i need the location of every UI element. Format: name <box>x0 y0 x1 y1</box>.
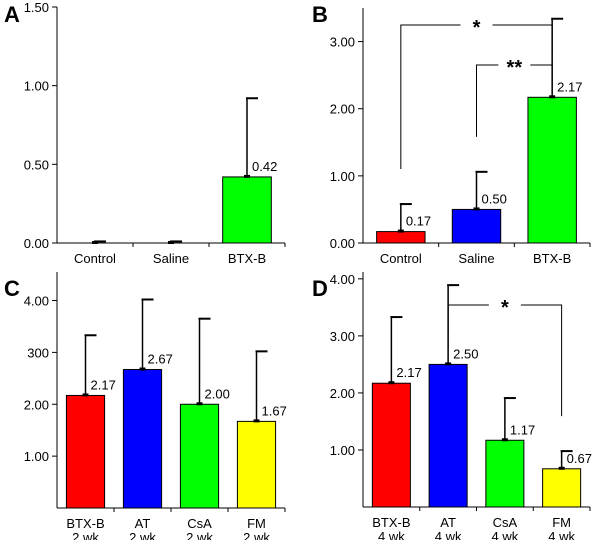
x-tick-label: FM 4 wk <box>548 515 575 540</box>
panel-letter: A <box>4 2 20 27</box>
y-tick-label: 4.00 <box>330 272 355 287</box>
significance-label: * <box>473 17 481 39</box>
value-label: 1.67 <box>262 403 287 418</box>
bar <box>451 208 502 244</box>
y-tick-label: 300 <box>27 345 49 360</box>
panel-letter: C <box>4 276 20 301</box>
y-tick-label: 1.50 <box>24 0 49 15</box>
value-label: 2.17 <box>91 377 116 392</box>
y-tick-label: 0.00 <box>24 236 49 251</box>
mean-cap <box>196 402 203 406</box>
y-tick-label: 2.00 <box>330 386 355 401</box>
x-tick-label: Control <box>380 251 422 266</box>
x-tick-label: Control <box>74 251 116 266</box>
panel: A 0.00 0.50 1.00 1.50 Control Saline 0.42 BTX-B <box>4 0 286 266</box>
bar <box>222 176 272 244</box>
bar <box>428 363 468 508</box>
bar <box>236 420 277 509</box>
mean-cap <box>558 466 565 470</box>
y-tick-label: 2.00 <box>24 397 49 412</box>
bar <box>376 231 426 244</box>
significance-bracket <box>400 24 553 170</box>
y-tick-label: 3.00 <box>330 35 355 50</box>
x-tick-label: Saline <box>458 251 494 266</box>
x-tick-label: BTX-B <box>228 251 266 266</box>
panel: D 1.00 2.00 3.00 4.00 2.17 BTX-B 4 wk 2.50 AT 4 wk… <box>312 272 592 540</box>
bar <box>371 382 411 508</box>
mean-cap <box>139 367 146 371</box>
bar <box>542 468 582 508</box>
x-tick-label: CsA 4 wk <box>492 515 519 540</box>
y-tick-label: 1.00 <box>24 449 49 464</box>
x-tick-label: FM 2 wk <box>243 516 270 540</box>
y-tick-label: 2.00 <box>330 102 355 117</box>
mean-cap <box>82 393 89 397</box>
panel: B 0.00 1.00 2.00 3.00 0.17 Control 0.50 Saline 2.… <box>312 2 591 266</box>
value-label: 0.17 <box>406 214 431 229</box>
y-tick-label: 0.00 <box>330 236 355 251</box>
value-label: 2.17 <box>557 79 582 94</box>
bar <box>122 369 163 509</box>
panel: C 1.00 2.00 300 4.00 2.17 BTX-B 2 wk 2.67 AT 2 wk 2… <box>4 272 287 540</box>
value-label: 2.00 <box>205 386 230 401</box>
mean-cap <box>501 438 508 442</box>
x-tick-label: BTX-B <box>533 251 571 266</box>
x-tick-label: AT 2 wk <box>129 516 156 540</box>
mean-cap <box>388 381 395 385</box>
y-tick-label: 3.00 <box>330 329 355 344</box>
panel-letter: B <box>312 2 328 27</box>
value-label: 2.50 <box>453 346 478 361</box>
bar <box>527 96 577 244</box>
significance-label: * <box>501 297 509 319</box>
y-tick-label: 0.50 <box>24 157 49 172</box>
value-label: 2.67 <box>148 352 173 367</box>
y-tick-label: 1.00 <box>330 443 355 458</box>
significance-bracket <box>476 64 553 137</box>
mean-cap <box>549 95 556 99</box>
x-tick-label: CsA 2 wk <box>186 516 213 540</box>
mean-cap <box>397 229 404 233</box>
bar <box>65 394 106 509</box>
y-tick-label: 4.00 <box>24 294 49 309</box>
value-label: 0.42 <box>252 159 277 174</box>
mean-cap <box>445 362 452 366</box>
mean-cap <box>168 241 174 244</box>
significance-bracket <box>447 304 563 417</box>
mean-cap <box>473 207 480 211</box>
value-label: 2.17 <box>396 365 421 380</box>
y-tick-label: 1.00 <box>24 79 49 94</box>
value-label: 0.67 <box>567 451 592 466</box>
mean-cap <box>244 174 250 178</box>
bar <box>179 403 220 509</box>
x-tick-label: BTX-B 4 wk <box>372 515 410 540</box>
value-label: 1.17 <box>510 422 535 437</box>
mean-cap <box>92 241 98 244</box>
x-tick-label: Saline <box>153 251 189 266</box>
y-tick-label: 1.00 <box>330 169 355 184</box>
x-tick-label: BTX-B 2 wk <box>66 516 104 540</box>
value-label: 0.50 <box>482 191 507 206</box>
x-tick-label: AT 4 wk <box>435 515 462 540</box>
panel-letter: D <box>312 276 328 301</box>
significance-label: ** <box>507 57 523 79</box>
mean-cap <box>253 419 260 423</box>
bar <box>485 439 525 508</box>
